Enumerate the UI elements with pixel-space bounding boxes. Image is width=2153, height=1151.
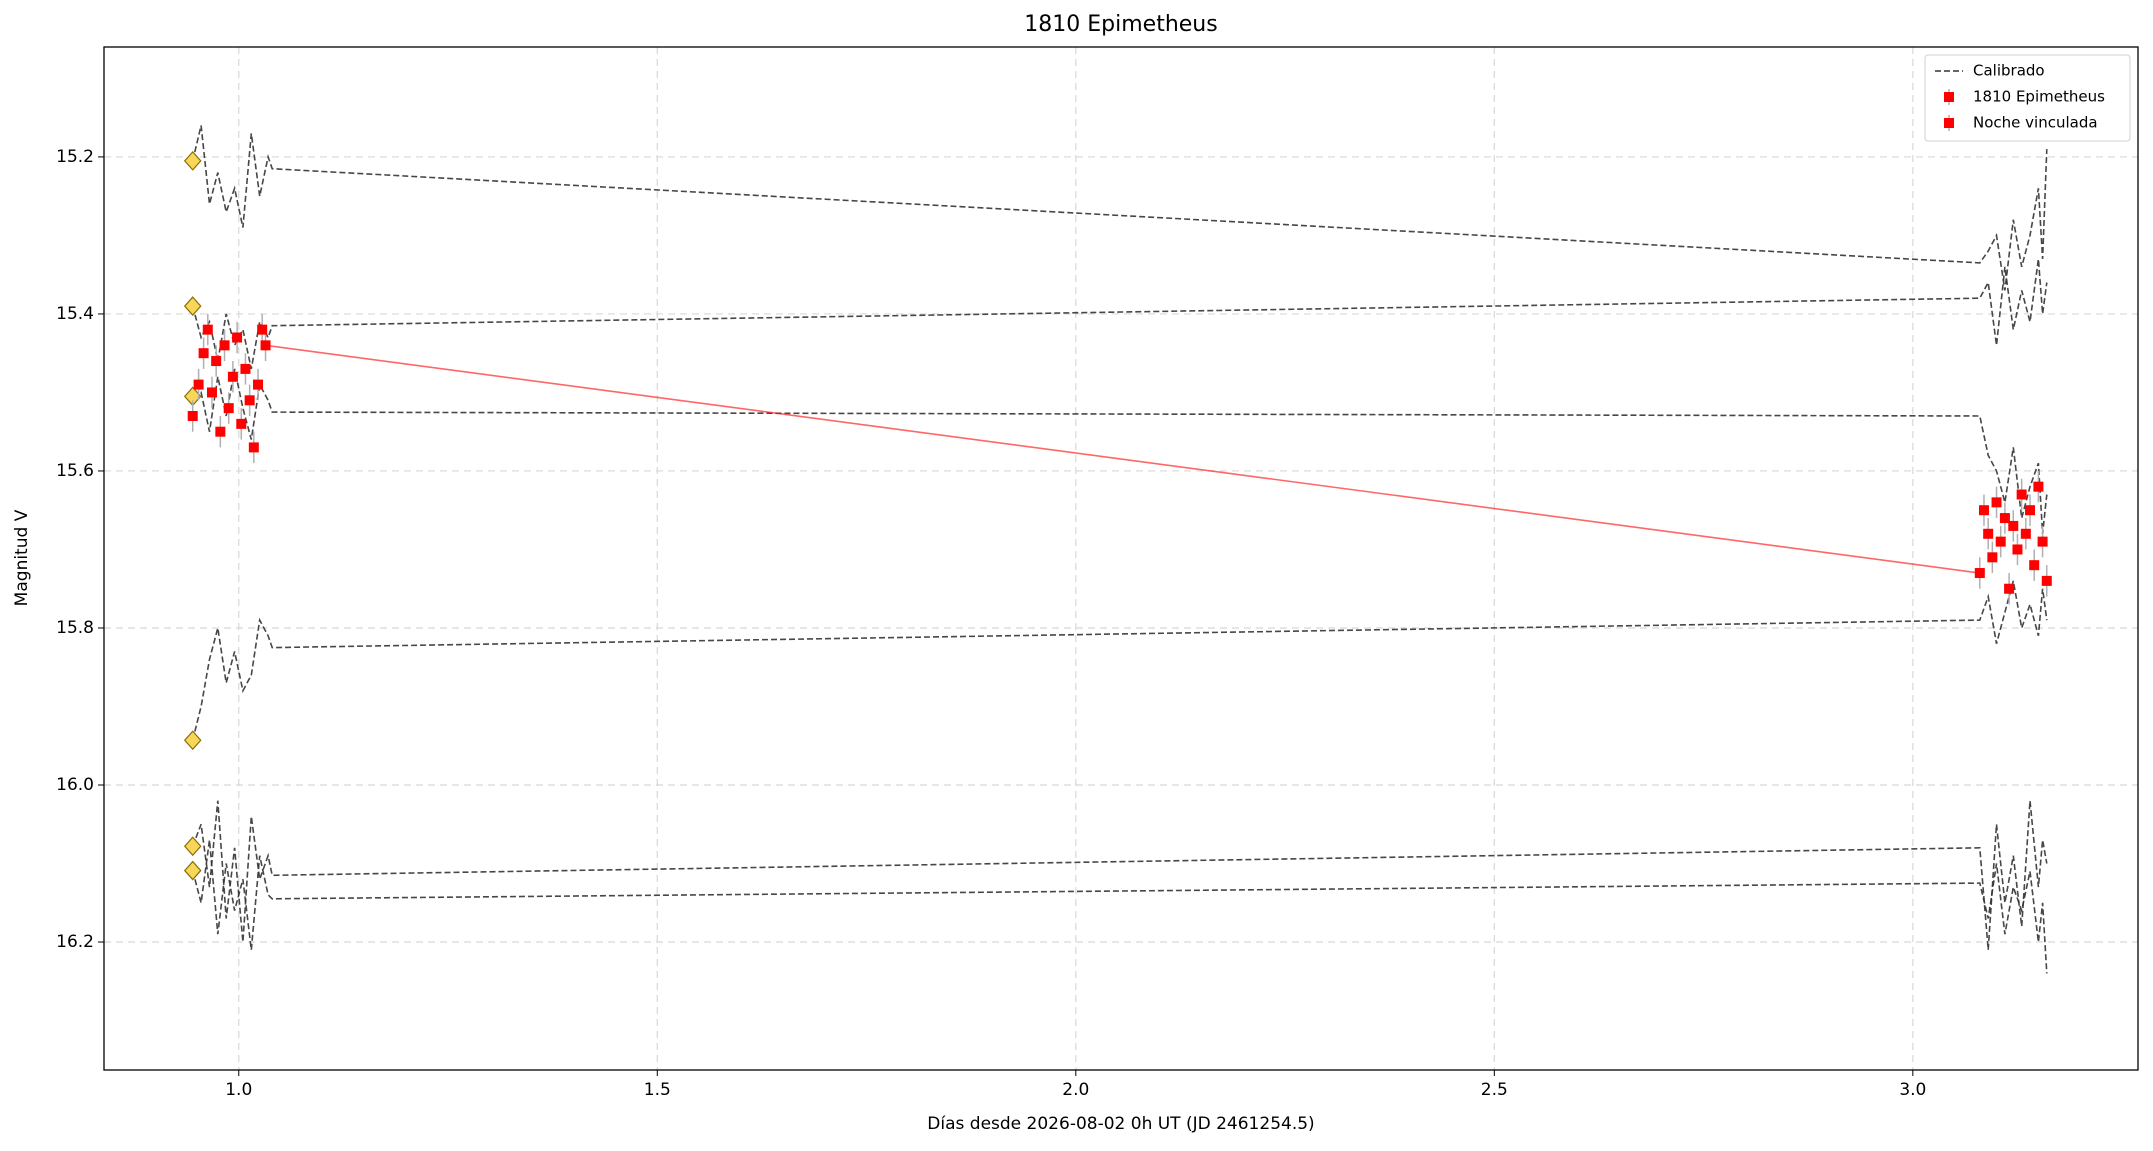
point (1987, 552, 1998, 563)
point (232, 332, 243, 343)
point (1974, 568, 1985, 579)
chart-title: 1810 Epimetheus (1024, 12, 1217, 37)
linked-line (265, 344, 1980, 574)
legend: Calibrado 1810 Epimetheus Noche vinculada (1924, 54, 2131, 142)
point (240, 363, 251, 374)
point (244, 395, 255, 406)
calibrated-curve (191, 125, 2048, 291)
point (1999, 513, 2010, 524)
point (2004, 583, 2015, 594)
y-tick-label: 16.2 (56, 932, 94, 952)
calibrated-curve (191, 800, 2048, 950)
point (227, 371, 238, 382)
point (187, 411, 198, 422)
legend-swatch (1944, 92, 1954, 102)
point (219, 340, 230, 351)
y-tick-label: 15.4 (56, 304, 94, 324)
y-tick-label: 16.0 (56, 775, 94, 795)
point (2020, 528, 2031, 539)
point (2041, 575, 2052, 586)
point (193, 379, 204, 390)
point (1995, 536, 2006, 547)
legend-label: Noche vinculada (1973, 114, 2098, 132)
x-tick-label: 2.0 (1062, 1080, 1089, 1100)
start-marker (183, 836, 202, 857)
legend-swatch (1944, 118, 1954, 128)
legend-box (1924, 54, 2131, 142)
point (248, 442, 259, 453)
point (2033, 481, 2044, 492)
point (223, 403, 234, 414)
x-axis-label: Días desde 2026-08-02 0h UT (JD 2461254.… (927, 1114, 1314, 1134)
point (198, 348, 209, 359)
point (2008, 520, 2019, 531)
point (215, 426, 226, 437)
point (1983, 528, 1994, 539)
point (211, 356, 222, 367)
point (260, 340, 271, 351)
point (236, 418, 247, 429)
legend-label: Calibrado (1973, 62, 2045, 80)
calibrated-curve (192, 368, 2048, 534)
start-marker (183, 730, 202, 751)
y-tick-label: 15.2 (56, 147, 94, 167)
x-tick-label: 1.0 (225, 1080, 252, 1100)
point (206, 387, 217, 398)
plot-frame (103, 46, 2139, 1071)
calibrated-curve (191, 258, 2048, 370)
x-tick-label: 1.5 (644, 1080, 671, 1100)
y-tick-label: 15.6 (56, 461, 94, 481)
y-axis-label: Magnitud V (12, 509, 32, 606)
point (257, 324, 268, 335)
point (1978, 505, 1989, 516)
point (2037, 536, 2048, 547)
point (253, 379, 264, 390)
start-marker (183, 150, 202, 171)
point (2016, 489, 2027, 500)
point (2012, 544, 2023, 555)
legend-label: 1810 Epimetheus (1973, 88, 2105, 106)
calibrated-curve (191, 839, 2048, 974)
start-marker (183, 296, 202, 316)
start-marker (183, 860, 202, 881)
x-tick-label: 3.0 (1899, 1080, 1926, 1100)
point (1991, 497, 2002, 508)
point (2029, 560, 2040, 571)
calibrated-curve (191, 580, 2048, 741)
x-tick-label: 2.5 (1481, 1080, 1508, 1100)
point (202, 324, 213, 335)
point (2025, 505, 2036, 516)
y-tick-label: 15.8 (56, 618, 94, 638)
